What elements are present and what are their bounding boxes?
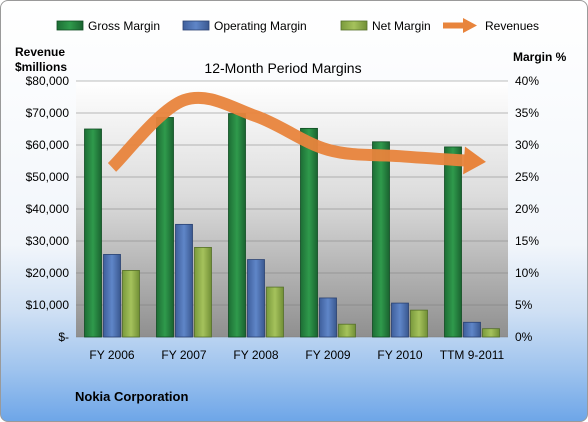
legend: Gross Margin Operating Margin Net Margin Re… <box>56 18 539 33</box>
category-label: FY 2009 <box>305 348 350 362</box>
right-axis-label: Margin % <box>513 50 567 64</box>
right-tick-label: 5% <box>515 298 533 312</box>
left-tick-label: $30,000 <box>26 234 70 248</box>
bar-gross-margin <box>300 127 318 338</box>
bar-operating-margin <box>463 321 481 338</box>
bar-gross-margin <box>372 141 390 338</box>
left-axis-label-line1: Revenue <box>15 45 65 59</box>
legend-label-net-margin: Net Margin <box>372 19 431 33</box>
bar-operating-margin <box>391 302 409 338</box>
bar-operating-margin <box>247 259 265 338</box>
gridlines <box>76 80 508 338</box>
legend-swatch-operating-margin <box>182 20 210 31</box>
chart-title: 12-Month Period Margins <box>204 60 361 76</box>
bar-gross-margin <box>228 113 246 338</box>
right-tick-label: 40% <box>515 74 539 88</box>
left-tick-label: $80,000 <box>26 74 70 88</box>
right-tick-label: 20% <box>515 202 539 216</box>
bar-gross-margin <box>444 146 462 338</box>
left-tick-label: $20,000 <box>26 266 70 280</box>
right-tick-label: 15% <box>515 234 539 248</box>
category-label: TTM 9-2011 <box>440 348 505 362</box>
right-tick-label: 35% <box>515 106 539 120</box>
category-label: FY 2006 <box>89 348 134 362</box>
bar-net-margin <box>338 323 356 338</box>
revenue-line-path <box>107 91 473 172</box>
right-tick-label: 25% <box>515 170 539 184</box>
legend-label-gross-margin: Gross Margin <box>88 19 160 33</box>
bar-operating-margin <box>175 223 193 338</box>
revenue-line <box>107 91 486 175</box>
legend-arrowhead <box>463 18 477 33</box>
bar-net-margin <box>122 270 140 338</box>
left-axis-label-line2: $millions <box>15 60 67 74</box>
category-label: FY 2008 <box>233 348 278 362</box>
revenue-arrowhead <box>463 146 486 175</box>
right-tick-label: 0% <box>515 330 533 344</box>
bar-gross-margin <box>156 117 174 338</box>
left-axis-ticks: $- $10,000 $20,000 $30,000 $40,000 $50,000 $60… <box>26 74 70 344</box>
left-tick-label: $60,000 <box>26 138 70 152</box>
bar-net-margin <box>410 309 428 338</box>
left-tick-label: $- <box>58 330 69 344</box>
left-tick-label: $10,000 <box>26 298 70 312</box>
right-axis-ticks: 0% 5% 10% 15% 20% 25% 30% 35% 40% <box>515 74 539 344</box>
bar-marks <box>84 113 500 338</box>
legend-label-revenues: Revenues <box>485 19 539 33</box>
legend-swatch-net-margin <box>340 20 368 31</box>
category-label: FY 2007 <box>161 348 206 362</box>
bar-operating-margin <box>319 297 337 338</box>
category-labels: FY 2006 FY 2007 FY 2008 FY 2009 FY 2010 TTM 9… <box>89 348 504 362</box>
company-name: Nokia Corporation <box>75 389 188 404</box>
left-tick-label: $40,000 <box>26 202 70 216</box>
bar-gross-margin <box>84 128 102 338</box>
bar-net-margin <box>482 328 500 338</box>
right-tick-label: 30% <box>515 138 539 152</box>
bar-net-margin <box>194 246 212 338</box>
left-tick-label: $70,000 <box>26 106 70 120</box>
legend-swatch-gross-margin <box>56 20 84 31</box>
category-label: FY 2010 <box>377 348 422 362</box>
legend-label-operating-margin: Operating Margin <box>214 19 307 33</box>
right-tick-label: 10% <box>515 266 539 280</box>
bar-net-margin <box>266 286 284 338</box>
bar-operating-margin <box>103 254 121 338</box>
left-tick-label: $50,000 <box>26 170 70 184</box>
